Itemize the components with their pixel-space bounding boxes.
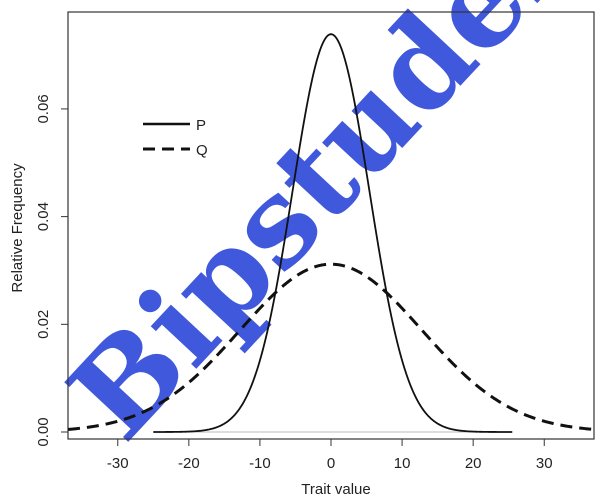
- x-axis-title: Trait value: [301, 481, 370, 498]
- x-tick-label: 30: [536, 455, 553, 472]
- watermark-text: Bipstudent: [42, 0, 595, 466]
- x-tick-label: -30: [107, 455, 129, 472]
- legend-label-q: Q: [196, 142, 208, 159]
- y-tick-label: 0.00: [35, 417, 52, 446]
- x-tick-label: 0: [327, 455, 335, 472]
- legend: P Q: [143, 117, 208, 159]
- x-tick-label: -20: [178, 455, 200, 472]
- series-line-p: [153, 33, 513, 433]
- axis-ticks: -30 -20 -10 0 10 20 30 0.00 0.02 0.04 0.06: [35, 94, 553, 472]
- y-tick-label: 0.02: [35, 310, 52, 339]
- y-axis-title: Relative Frequency: [9, 163, 26, 293]
- legend-label-p: P: [196, 117, 206, 134]
- y-tick-label: 0.04: [35, 202, 52, 231]
- watermark: Bipstudent: [42, 0, 595, 466]
- x-tick-label: 20: [465, 455, 482, 472]
- series-group: [67, 33, 595, 433]
- y-tick-label: 0.06: [35, 94, 52, 123]
- x-tick-label: -10: [249, 455, 271, 472]
- x-tick-label: 10: [394, 455, 411, 472]
